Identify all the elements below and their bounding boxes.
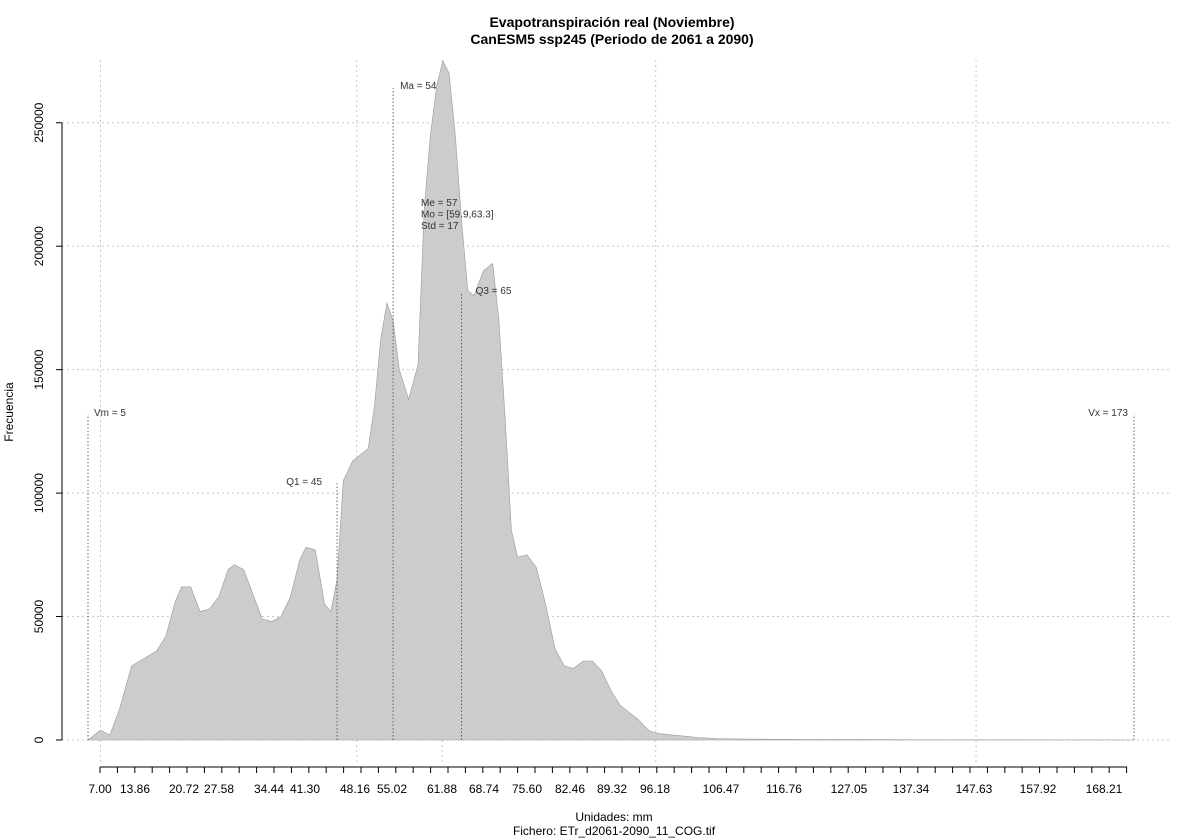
x-tick-label: 61.88 xyxy=(427,782,457,796)
density-area xyxy=(87,60,1135,741)
x-tick-label: 168.21 xyxy=(1086,782,1123,796)
x-tick-label: 68.74 xyxy=(469,782,499,796)
x-tick-label: 82.46 xyxy=(555,782,585,796)
stats-label: Me = 57 xyxy=(421,198,458,209)
chart-title: Evapotranspiración real (Noviembre) xyxy=(489,14,734,30)
q1-label: Q1 = 45 xyxy=(286,477,322,488)
x-tick-label: 127.05 xyxy=(831,782,868,796)
histogram-area xyxy=(87,60,1135,741)
x-tick-label: 27.58 xyxy=(204,782,234,796)
x-tick-label: 96.18 xyxy=(640,782,670,796)
stats-label: Mo = [59.9,63.3] xyxy=(421,210,494,221)
y-axis-label: Frecuencia xyxy=(2,382,16,442)
x-tick-label: 20.72 xyxy=(169,782,199,796)
stats-label: Std = 17 xyxy=(421,221,459,232)
x-tick-label: 147.63 xyxy=(956,782,993,796)
x-tick-label: 55.02 xyxy=(377,782,407,796)
vm-label: Vm = 5 xyxy=(94,408,126,419)
axes: 0 50000 100000 150000 200000 250000 7.00 13.86 2… xyxy=(32,102,1128,796)
x-tick-label: 41.30 xyxy=(290,782,320,796)
y-tick-label: 150000 xyxy=(32,349,46,389)
x-tick-label: 48.16 xyxy=(340,782,370,796)
y-tick-label: 200000 xyxy=(32,226,46,266)
q3-label: Q3 = 65 xyxy=(476,286,512,297)
x-tick-label: 75.60 xyxy=(512,782,542,796)
x-tick-label: 106.47 xyxy=(703,782,740,796)
x-tick-label: 157.92 xyxy=(1020,782,1057,796)
y-tick-label: 0 xyxy=(32,736,46,743)
x-tick-label: 13.86 xyxy=(120,782,150,796)
x-axis-label: Unidades: mm xyxy=(575,810,652,824)
x-tick-label: 7.00 xyxy=(88,782,112,796)
vx-label: Vx = 173 xyxy=(1088,408,1128,419)
x-tick-label: 89.32 xyxy=(597,782,627,796)
y-tick-label: 50000 xyxy=(32,600,46,634)
x-tick-label: 34.44 xyxy=(254,782,284,796)
x-tick-label: 137.34 xyxy=(893,782,930,796)
x-tick-label: 116.76 xyxy=(766,782,802,796)
reference-lines: Vm = 5 Vx = 173 Q1 = 45 Q3 = 65 Ma = 54 Me = … xyxy=(87,81,1135,740)
ma-label: Ma = 54 xyxy=(400,81,437,92)
y-tick-label: 250000 xyxy=(32,102,46,142)
chart-subtitle: CanESM5 ssp245 (Periodo de 2061 a 2090) xyxy=(470,31,753,47)
y-tick-label: 100000 xyxy=(32,473,46,513)
footer-filename: Fichero: ETr_d2061-2090_11_COG.tif xyxy=(513,824,716,838)
